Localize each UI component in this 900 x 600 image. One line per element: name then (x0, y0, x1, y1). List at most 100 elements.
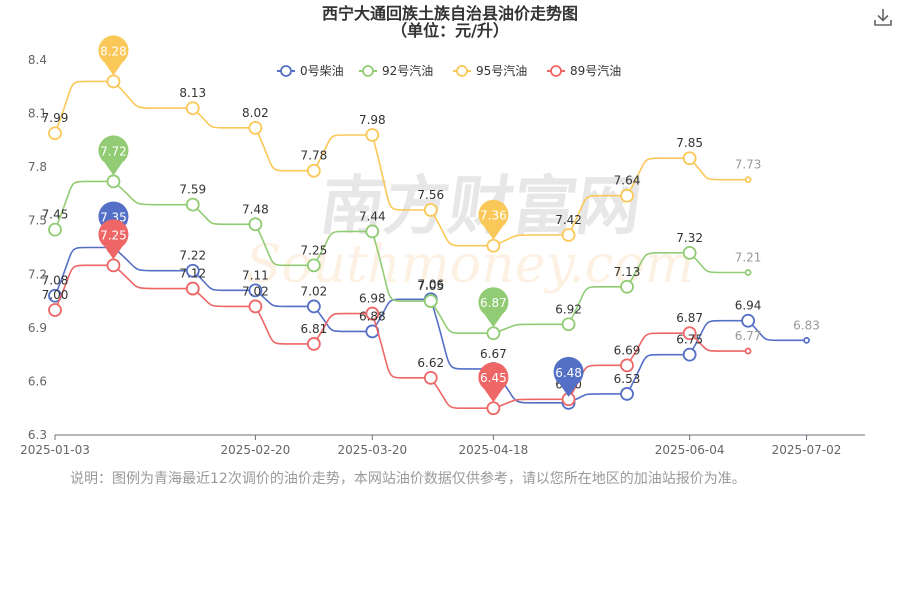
gas-92-point (682, 245, 697, 260)
gas-92-data-label: 6.92 (555, 302, 582, 316)
gas-89-data-label: 6.77 (735, 329, 762, 343)
gas-89-point (48, 303, 62, 317)
gas-95-data-label: 8.02 (242, 106, 269, 120)
gas-92-max-pin (98, 135, 129, 176)
gas-95-data-label: 7.42 (555, 213, 582, 227)
legend-label: 0号柴油 (300, 64, 344, 78)
gas-89-data-label: 6.87 (676, 311, 703, 325)
gas-95-data-label: 7.73 (735, 158, 762, 172)
legend[interactable]: 0号柴油 92号汽油 95号汽油 89号汽油 (277, 63, 621, 78)
gas-89-point (106, 258, 121, 273)
gas-92-data-label: 7.32 (676, 231, 703, 245)
gas-92-data-label: 7.13 (614, 265, 641, 279)
gas-95-point (248, 120, 263, 135)
gas-95-data-label: 7.64 (614, 174, 641, 188)
gas-95-data-label: 7.78 (301, 149, 328, 163)
legend-marker-icon (280, 65, 292, 77)
axes: 6.3 6.6 6.9 7.2 7.5 7.8 8.1 8.4 2025-01-03 2025-0… (20, 53, 865, 457)
gas-89-min-pin (478, 362, 509, 403)
y-tick-label: 6.3 (28, 428, 47, 442)
gas-92-data-label: 7.25 (301, 243, 328, 257)
label-layer: 7.08 7.22 7.11 7.02 6.88 7.06 6.67 6.53 6.75 6.94… (42, 86, 820, 391)
gas-89-data-label: 7.02 (242, 284, 269, 298)
gas-92-point (106, 174, 121, 189)
diesel-0-data-label: 7.22 (179, 249, 206, 263)
legend-marker-icon (456, 65, 468, 77)
gas-92-max-label: 7.72 (100, 144, 127, 158)
y-tick-label: 7.2 (28, 267, 47, 281)
gas-89-data-label: 6.62 (417, 356, 444, 370)
series-layer (48, 74, 810, 416)
gas-95-point (744, 176, 752, 184)
gas-92-point (185, 197, 200, 212)
legend-item-diesel-0[interactable]: 0号柴油 (277, 64, 344, 78)
diesel-0-point (620, 387, 634, 401)
gas-95-data-label: 7.56 (417, 188, 444, 202)
gas-89-point (423, 370, 438, 385)
legend-item-gas-92[interactable]: 92号汽油 (359, 63, 433, 78)
diesel-0-data-label: 7.11 (242, 268, 269, 282)
y-tick-label: 8.1 (28, 107, 47, 121)
gas-89-point (185, 281, 200, 296)
gas-92-point (744, 269, 752, 276)
x-tick-label: 2025-03-20 (337, 443, 407, 457)
legend-label: 95号汽油 (476, 63, 527, 78)
diesel-0-point (185, 263, 200, 278)
diesel-0-data-label: 6.53 (614, 372, 641, 386)
footnote: 说明：图例为青海最近12次调价的油价走势，本网站油价数据仅供参考，请以您所在地区… (70, 471, 746, 487)
diesel-0-data-label: 6.88 (359, 309, 386, 323)
x-tick-label: 2025-01-03 (20, 443, 90, 457)
legend-marker-icon (550, 65, 562, 77)
gas-92-data-label: 7.21 (735, 251, 762, 265)
gas-92-point (365, 224, 380, 239)
diesel-0-point (248, 283, 263, 298)
gas-95-data-label: 7.98 (359, 113, 386, 127)
gas-95-point (306, 163, 321, 178)
diesel-0-data-label: 7.02 (301, 284, 328, 298)
gas-92-point (423, 294, 438, 308)
download-icon[interactable] (872, 6, 894, 28)
gas-92-data-label: 7.59 (179, 183, 206, 197)
y-tick-label: 6.9 (28, 321, 47, 335)
gas-89-point (365, 306, 380, 321)
y-tick-label: 7.8 (28, 160, 47, 174)
gas-89-data-label: 6.69 (614, 343, 641, 357)
gas-95-point (365, 128, 380, 142)
gas-92-data-label: 7.45 (42, 208, 69, 222)
gas-95-min-pin (478, 199, 509, 240)
gas-92-point (306, 258, 321, 273)
gas-95-point (106, 74, 121, 89)
legend-label: 89号汽油 (570, 63, 621, 78)
gas-92-min-pin (478, 287, 509, 328)
gas-89-point (744, 347, 752, 355)
gas-95-point (561, 228, 576, 242)
gas-95-point (185, 101, 200, 116)
x-tick-label: 2025-04-18 (459, 443, 529, 457)
gas-89-point (682, 326, 697, 341)
diesel-0-point (803, 336, 810, 344)
gas-95-data-label: 7.99 (42, 111, 69, 125)
diesel-0-point (741, 313, 755, 328)
diesel-0-point (306, 299, 321, 314)
legend-item-gas-95[interactable]: 95号汽油 (453, 63, 527, 78)
gas-95-point (682, 151, 697, 166)
gas-89-point (486, 401, 501, 416)
diesel-0-data-label: 6.94 (735, 299, 762, 313)
gas-92-min-label: 6.87 (480, 296, 507, 310)
diesel-0-data-label: 6.75 (676, 333, 703, 347)
gas-92-data-label: 7.44 (359, 209, 386, 223)
chart-title-line1: 西宁大通回族土族自治县油价走势图 (321, 4, 578, 23)
gas-89-max-pin (98, 219, 129, 260)
x-tick-label: 2025-06-04 (655, 443, 725, 457)
gas-92-point (248, 217, 263, 232)
gas-89-point (306, 337, 321, 351)
gas-95-point (620, 188, 634, 203)
diesel-0-data-label: 7.06 (417, 277, 444, 291)
gas-92-data-label: 7.05 (417, 279, 444, 293)
gas-89-max-label: 7.25 (100, 228, 127, 242)
gas-95-point (48, 126, 62, 141)
legend-label: 92号汽油 (382, 63, 433, 78)
y-tick-label: 8.4 (28, 53, 47, 67)
legend-item-gas-89[interactable]: 89号汽油 (547, 63, 621, 78)
